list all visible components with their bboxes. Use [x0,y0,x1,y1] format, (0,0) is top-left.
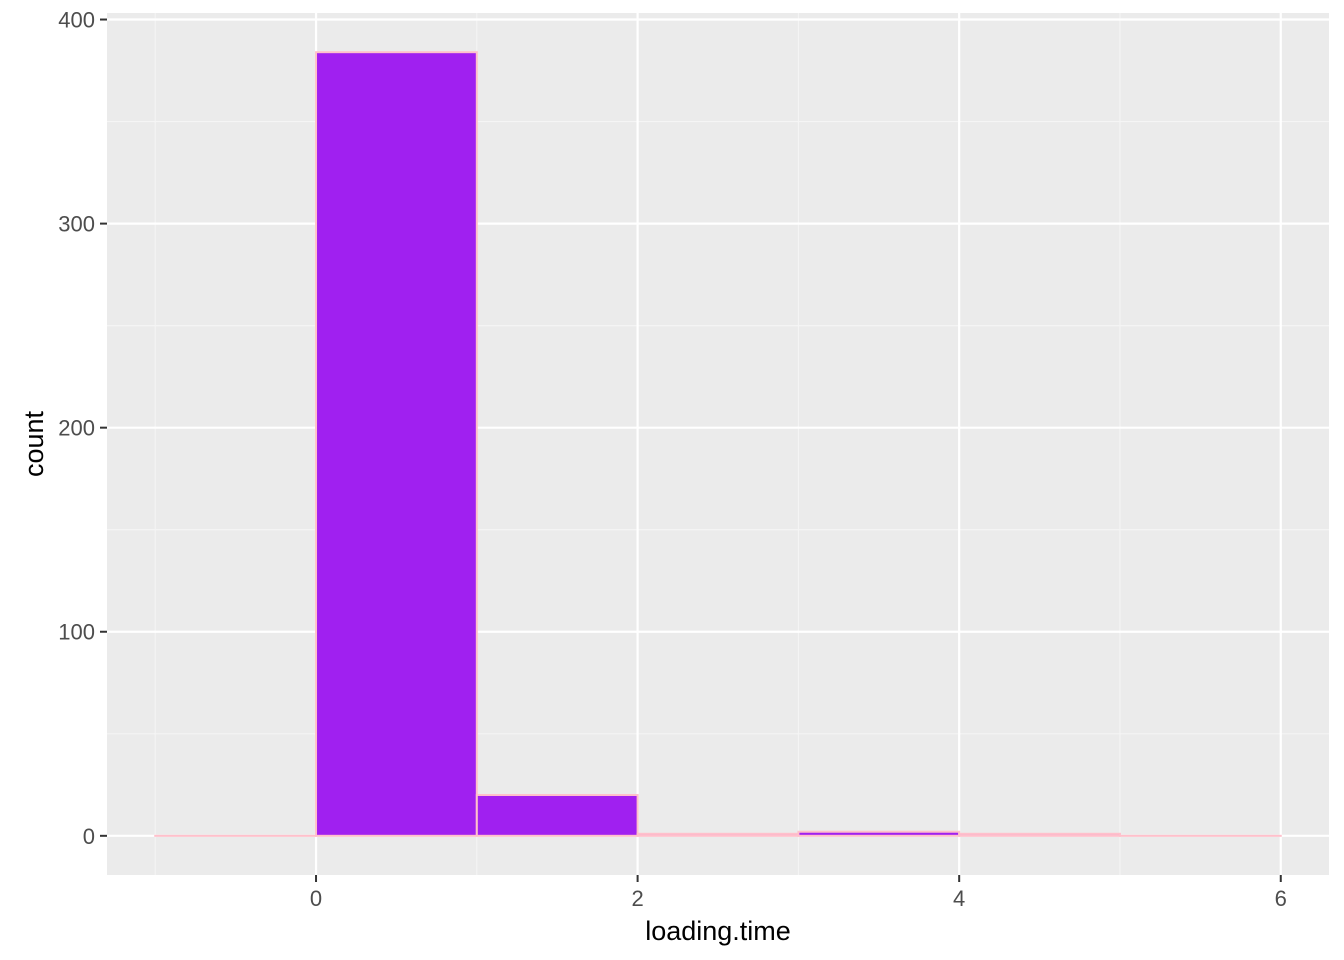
histogram-bar [797,830,961,837]
minor-gridlines [107,13,1329,875]
panel-background [107,13,1329,875]
x-tick-label: 4 [953,886,965,911]
y-axis: 0 100 200 300 400 [58,8,107,849]
histogram-bar [475,794,639,837]
x-tick-label: 2 [631,886,643,911]
histogram-bars [154,51,1282,837]
x-tick-label: 6 [1275,886,1287,911]
histogram-bar [315,51,478,837]
histogram-bar [958,832,1121,837]
histogram-bar [636,832,800,837]
y-tick-label: 0 [83,824,95,849]
y-tick-label: 200 [58,416,95,441]
y-tick-label: 400 [58,8,95,33]
y-tick-label: 100 [58,620,95,645]
x-tick-label: 0 [310,886,322,911]
y-tick-label: 300 [58,212,95,237]
x-axis-title: loading.time [645,916,791,946]
y-axis-title: count [19,410,49,477]
x-axis: 0 2 4 6 [310,875,1287,911]
